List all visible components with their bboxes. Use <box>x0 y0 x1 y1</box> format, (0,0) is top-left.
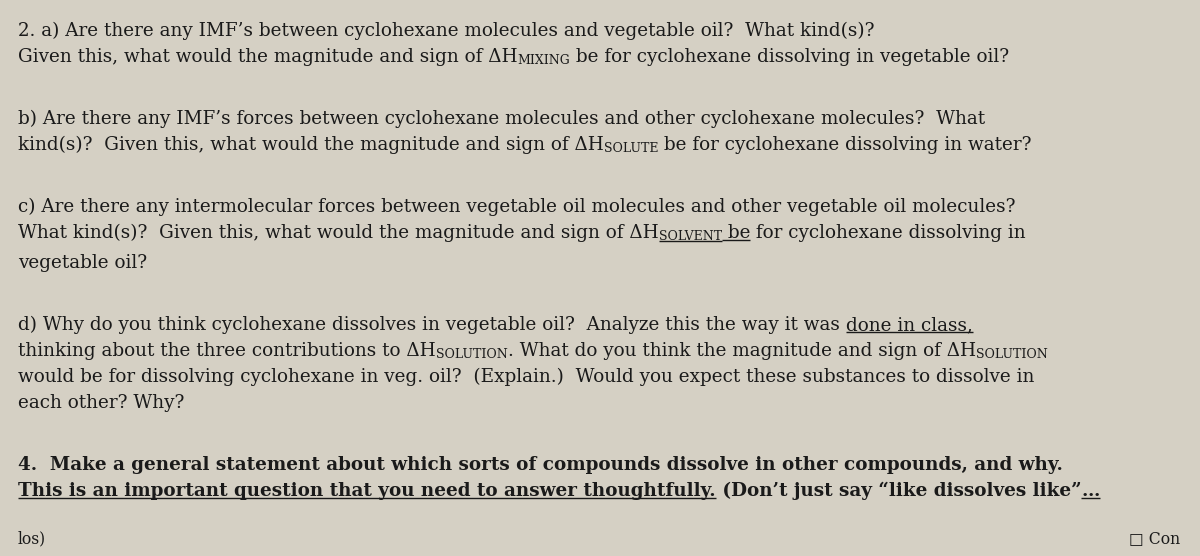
Text: MIXING: MIXING <box>517 54 570 67</box>
Text: thinking about the three contributions to ΔH: thinking about the three contributions t… <box>18 342 436 360</box>
Text: □ Con: □ Con <box>1129 530 1180 547</box>
Text: . What do you think the magnitude and sign of ΔH: . What do you think the magnitude and si… <box>508 342 976 360</box>
Text: b) Are there any IMF’s forces between cyclohexane molecules and other cyclohexan: b) Are there any IMF’s forces between cy… <box>18 110 985 128</box>
Text: for cyclohexane dissolving in: for cyclohexane dissolving in <box>750 224 1026 242</box>
Text: SOLVENT: SOLVENT <box>659 230 722 243</box>
Text: kind(s)?  Given this, what would the magnitude and sign of ΔH: kind(s)? Given this, what would the magn… <box>18 136 604 154</box>
Text: c) Are there any intermolecular forces between vegetable oil molecules and other: c) Are there any intermolecular forces b… <box>18 198 1015 216</box>
Text: (Don’t just say “like dissolves like”: (Don’t just say “like dissolves like” <box>715 482 1081 500</box>
Text: be for cyclohexane dissolving in water?: be for cyclohexane dissolving in water? <box>659 136 1032 154</box>
Text: What kind(s)?  Given this, what would the magnitude and sign of ΔH: What kind(s)? Given this, what would the… <box>18 224 659 242</box>
Text: 2. a) Are there any IMF’s between cyclohexane molecules and vegetable oil?  What: 2. a) Are there any IMF’s between cycloh… <box>18 22 875 40</box>
Text: This is an important question that you need to answer thoughtfully.: This is an important question that you n… <box>18 482 715 500</box>
Text: los): los) <box>18 530 46 547</box>
Text: Given this, what would the magnitude and sign of ΔH: Given this, what would the magnitude and… <box>18 48 517 66</box>
Text: be for cyclohexane dissolving in vegetable oil?: be for cyclohexane dissolving in vegetab… <box>570 48 1009 66</box>
Text: done in class,: done in class, <box>846 316 973 334</box>
Text: each other? Why?: each other? Why? <box>18 394 185 412</box>
Text: 4.  Make a general statement about which sorts of compounds dissolve in other co: 4. Make a general statement about which … <box>18 456 1063 474</box>
Text: would be for dissolving cyclohexane in veg. oil?  (Explain.)  Would you expect t: would be for dissolving cyclohexane in v… <box>18 368 1034 386</box>
Text: d) Why do you think cyclohexane dissolves in vegetable oil?  Analyze this the wa: d) Why do you think cyclohexane dissolve… <box>18 316 846 334</box>
Text: SOLUTE: SOLUTE <box>604 142 659 155</box>
Text: …: … <box>1081 482 1099 500</box>
Text: SOLUTION: SOLUTION <box>976 348 1048 361</box>
Text: SOLUTION: SOLUTION <box>436 348 508 361</box>
Text: be: be <box>722 224 750 242</box>
Text: vegetable oil?: vegetable oil? <box>18 254 148 272</box>
